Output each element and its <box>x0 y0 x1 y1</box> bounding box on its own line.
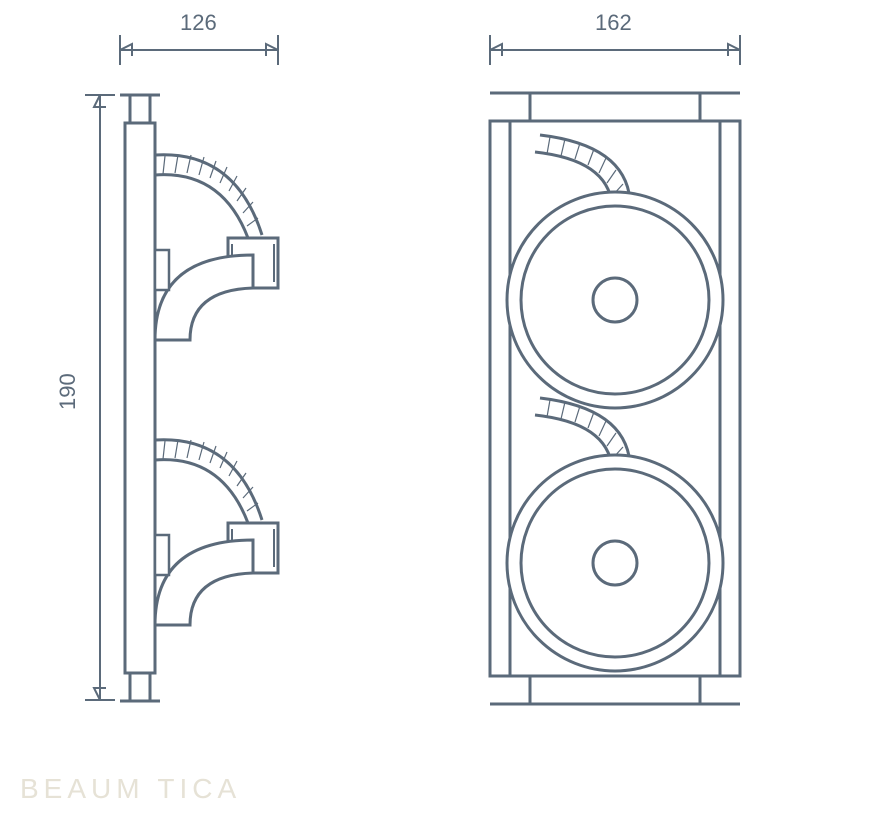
dim-height-label: 190 <box>55 373 80 410</box>
watermark-right: TICA <box>157 773 241 804</box>
front-lamp-2 <box>507 398 723 671</box>
front-view: 162 <box>490 10 740 704</box>
side-view: 126 190 <box>55 10 278 701</box>
front-top-cap <box>530 93 700 121</box>
dim-front-width: 162 <box>490 10 740 65</box>
dim-front-width-label: 162 <box>595 10 632 35</box>
front-lamp-1 <box>507 135 723 408</box>
watermark-mid <box>145 773 158 804</box>
watermark-left: BEAUM <box>20 773 145 804</box>
dim-side-width-label: 126 <box>180 10 217 35</box>
side-base-plate <box>120 95 160 701</box>
front-bottom-cap <box>530 676 700 704</box>
watermark: BEAUM TICA <box>20 773 241 805</box>
side-lamp-2 <box>155 440 278 625</box>
dim-height: 190 <box>55 95 115 700</box>
dim-side-width: 126 <box>120 10 278 65</box>
technical-drawing: 126 190 <box>0 0 890 820</box>
side-lamp-1 <box>155 155 278 340</box>
